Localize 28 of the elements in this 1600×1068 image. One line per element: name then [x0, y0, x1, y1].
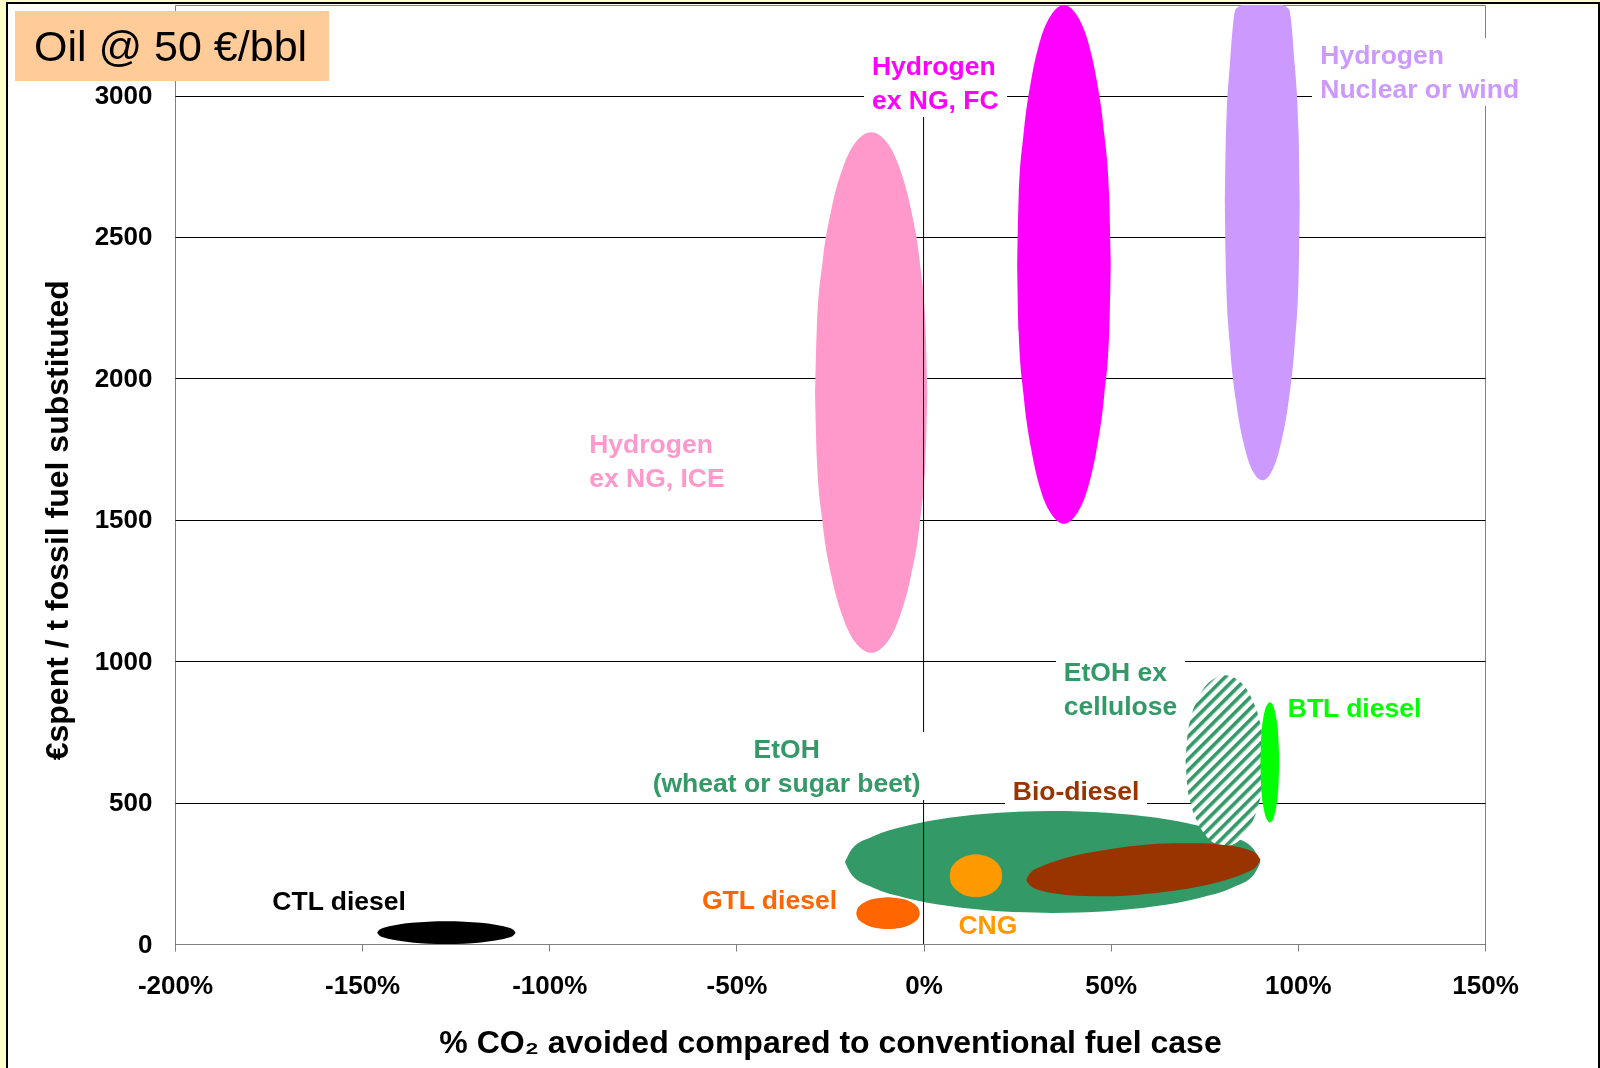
legend-label: EtOH ex cellulose [1055, 654, 1186, 723]
y-tick-label: 3000 [94, 80, 153, 111]
legend-label: BTL diesel [1286, 692, 1423, 726]
y-tick-label: 2500 [94, 221, 153, 252]
y-tick-label: 2000 [94, 362, 153, 393]
legend-label: Bio-diesel [1004, 773, 1148, 808]
legend-label: EtOH (wheat or sugar beet) [644, 731, 929, 800]
legend-label: CNG [957, 908, 1019, 942]
x-tick-label: 0% [905, 969, 943, 1000]
legend-label: Hydrogen ex NG, ICE [588, 428, 726, 496]
x-tick-label: -100% [512, 969, 588, 1000]
chart-title: Oil @ 50 €/bbl [15, 11, 330, 81]
x-tick-label: -50% [706, 969, 768, 1000]
x-tick-label: 150% [1452, 969, 1519, 1000]
x-tick-label: -150% [325, 969, 401, 1000]
y-tick-label: 1500 [94, 504, 153, 535]
legend-label: GTL diesel [701, 884, 838, 918]
legend-label: Hydrogen Nuclear or wind [1312, 37, 1528, 106]
y-tick-label: 0 [138, 928, 153, 959]
x-tick-label: 50% [1085, 969, 1138, 1000]
y-tick-label: 1000 [94, 645, 153, 676]
x-tick-label: -200% [137, 969, 214, 1000]
legend-label: Hydrogen ex NG, FC [863, 49, 1007, 118]
x-tick-label: 100% [1265, 969, 1332, 1000]
y-axis-title: €spent / t fossil fuel substituted [38, 280, 75, 761]
y-tick-label: 500 [109, 787, 153, 818]
legend-label: CTL diesel [271, 884, 407, 918]
x-axis-title: % CO₂ avoided compared to conventional fuel case [439, 1023, 1222, 1060]
